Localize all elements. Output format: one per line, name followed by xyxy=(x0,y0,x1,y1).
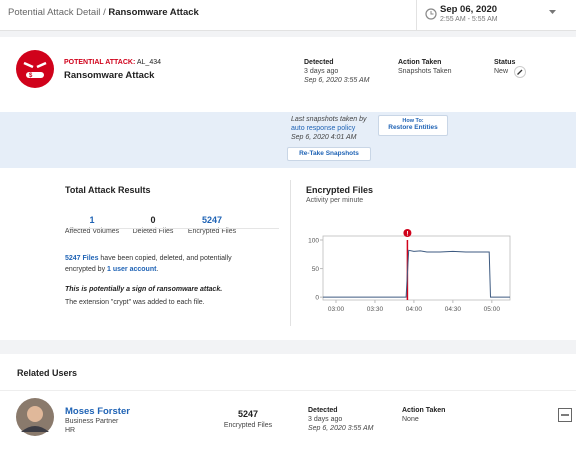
chart: 0 50 100 03:00 03:30 04:00 04:30 05:00! xyxy=(308,229,511,313)
user-encrypted-label: Encrypted Files xyxy=(223,422,273,429)
detected-ago: 3 days ago xyxy=(304,68,339,75)
date-picker[interactable]: Sep 06, 2020 2:55 AM - 5:55 AM xyxy=(416,0,576,30)
stat-label: Affected Volumes xyxy=(64,228,120,235)
user-encrypted-value: 5247 xyxy=(237,409,259,419)
y-tick-label: 0 xyxy=(315,295,319,302)
top-bar xyxy=(0,0,576,31)
warning: This is potentially a sign of ransomware… xyxy=(65,286,223,293)
summary-end: . xyxy=(156,266,159,273)
breadcrumb: Potential Attack Detail / Ransomware Att… xyxy=(8,7,199,18)
user-detected-time: Sep 6, 2020 3:55 AM xyxy=(308,425,374,432)
time-range: 2:55 AM - 5:55 AM xyxy=(440,16,498,23)
collapse-button[interactable] xyxy=(558,408,572,422)
alert-badge-label: ! xyxy=(406,231,408,238)
stat-value: 0 xyxy=(150,215,156,225)
alert-badge xyxy=(403,229,412,237)
attack-label-row: POTENTIAL ATTACK: AL_434 xyxy=(64,59,161,66)
howto-button[interactable]: How To: Restore Entities xyxy=(378,115,448,136)
line xyxy=(323,249,510,298)
status-label: Status xyxy=(494,59,516,66)
detected-label: Detected xyxy=(304,59,334,66)
results-title: Total Attack Results xyxy=(65,185,151,195)
breadcrumb-parent[interactable]: Potential Attack Detail xyxy=(8,7,101,18)
chart-title: Encrypted Files xyxy=(306,185,374,195)
snapshot-time: Sep 6, 2020 4:01 AM xyxy=(291,134,357,141)
summary-files[interactable]: 5247 Files xyxy=(65,255,99,262)
attack-name: Ransomware Attack xyxy=(64,70,155,81)
action-label: Action Taken xyxy=(398,59,442,66)
detected-time: Sep 6, 2020 3:55 AM xyxy=(304,77,370,84)
x-tick-label: 03:00 xyxy=(328,306,345,313)
note: The extension "crypt" was added to each … xyxy=(65,299,205,306)
breadcrumb-current: Ransomware Attack xyxy=(108,7,199,18)
retake-button[interactable]: Re-Take Snapshots xyxy=(287,147,371,161)
divider xyxy=(69,228,279,229)
date: Sep 06, 2020 xyxy=(440,4,498,15)
stat-value: 1 xyxy=(89,215,95,225)
plot-frame xyxy=(322,235,511,301)
user-detected-ago: 3 days ago xyxy=(308,416,343,423)
user-row xyxy=(0,390,576,449)
user-action-label: Action Taken xyxy=(402,407,446,414)
attack-label: POTENTIAL ATTACK: xyxy=(64,59,136,66)
x-tick-label: 05:00 xyxy=(484,306,501,313)
user-action: None xyxy=(402,416,419,423)
x-tick-label: 04:00 xyxy=(406,306,423,313)
user-name[interactable]: Moses Forster xyxy=(65,406,130,417)
summary-text: have been copied, deleted, and potential… xyxy=(65,255,232,273)
summary: 5247 Files have been copied, deleted, an… xyxy=(65,253,255,275)
calendar-icon xyxy=(425,8,437,20)
snapshot-text: Last snapshots taken by xyxy=(291,116,367,123)
vertical-divider xyxy=(290,180,291,326)
snapshot-policy[interactable]: auto response policy xyxy=(291,125,356,132)
user-department: HR xyxy=(65,427,76,434)
dropdown-caret xyxy=(549,10,556,14)
stat-label: Encrypted Files xyxy=(187,228,237,235)
attack-id: AL_434 xyxy=(136,59,161,66)
attack-icon: $ xyxy=(16,50,54,88)
x-tick-label: 03:30 xyxy=(367,306,384,313)
y-tick-label: 100 xyxy=(308,238,319,245)
svg-text:$: $ xyxy=(29,73,33,79)
edit-status[interactable] xyxy=(514,66,526,78)
breadcrumb-separator: / xyxy=(103,7,106,18)
user-role: Business Partner xyxy=(65,418,119,425)
x-tick-label: 04:30 xyxy=(445,306,462,313)
gap xyxy=(0,340,576,354)
status: New xyxy=(494,68,509,75)
summary-users[interactable]: 1 user account xyxy=(107,266,157,273)
stat-label: Deleted Files xyxy=(132,228,174,235)
user-avatar xyxy=(16,398,54,436)
gap xyxy=(0,31,576,37)
user-detected-label: Detected xyxy=(308,407,338,414)
related-title: Related Users xyxy=(17,368,78,378)
howto-label: How To: xyxy=(402,118,424,124)
y-tick-label: 50 xyxy=(312,266,320,273)
action: Snapshots Taken xyxy=(398,68,452,75)
stat-value: 5247 xyxy=(201,215,223,225)
chart-subtitle: Activity per minute xyxy=(306,197,364,204)
howto-title: Restore Entities xyxy=(388,124,438,131)
